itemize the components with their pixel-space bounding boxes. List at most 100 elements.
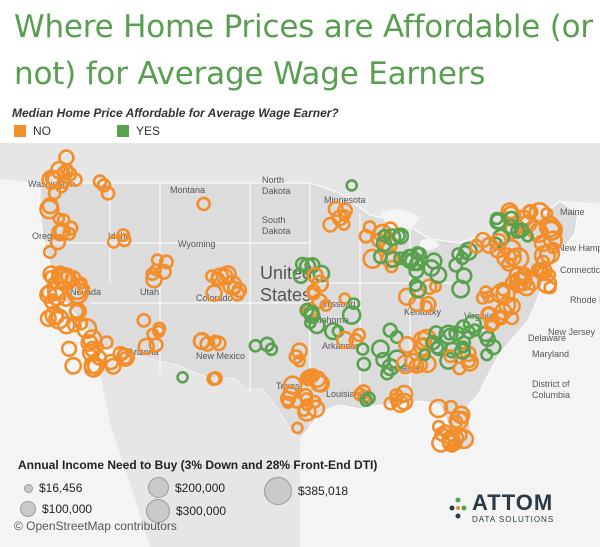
marker-no[interactable] [74,316,89,331]
marker-no[interactable] [307,394,322,409]
marker-yes[interactable] [455,267,473,285]
marker-no[interactable] [206,371,221,387]
marker-no[interactable] [66,282,89,305]
marker-no[interactable] [218,265,237,284]
marker-yes[interactable] [345,179,359,192]
legend-item-no[interactable]: NO [14,124,51,138]
marker-yes[interactable] [248,338,263,353]
marker-no[interactable] [52,212,66,225]
marker-yes[interactable] [383,228,402,247]
marker-no[interactable] [64,356,83,375]
marker-no[interactable] [60,340,78,358]
marker-yes[interactable] [303,307,321,325]
marker-yes[interactable] [356,356,372,372]
marker-yes[interactable] [428,325,445,341]
marker-no[interactable] [44,269,59,285]
marker-no[interactable] [485,316,501,331]
marker-no[interactable] [495,283,516,305]
marker-no[interactable] [51,223,69,242]
marker-yes[interactable] [456,340,470,354]
marker-no[interactable] [292,354,307,368]
marker-yes[interactable] [462,314,483,334]
marker-no[interactable] [408,357,425,374]
marker-no[interactable] [49,233,67,251]
marker-yes[interactable] [409,255,426,272]
marker-no[interactable] [50,265,70,285]
marker-no[interactable] [428,398,449,419]
marker-yes[interactable] [370,339,390,359]
marker-yes[interactable] [355,342,370,356]
marker-no[interactable] [338,209,351,222]
marker-no[interactable] [309,374,328,393]
marker-no[interactable] [226,280,242,296]
marker-no[interactable] [412,330,433,351]
marker-no[interactable] [158,254,174,270]
marker-no[interactable] [42,245,57,260]
marker-yes[interactable] [341,305,362,325]
marker-no[interactable] [536,273,558,294]
marker-yes[interactable] [485,339,502,356]
marker-no[interactable] [192,331,212,351]
marker-no[interactable] [39,199,60,220]
marker-no[interactable] [443,399,459,415]
marker-no[interactable] [281,395,295,409]
marker-no[interactable] [39,309,57,327]
marker-yes[interactable] [377,228,392,243]
marker-no[interactable] [196,196,211,212]
marker-yes[interactable] [503,218,520,235]
marker-no[interactable] [538,215,561,238]
marker-yes[interactable] [410,246,425,261]
marker-no[interactable] [136,312,152,328]
marker-yes[interactable] [408,278,423,292]
marker-no[interactable] [351,327,367,343]
marker-no[interactable] [300,398,314,412]
marker-yes[interactable] [304,257,321,274]
marker-yes[interactable] [264,342,279,357]
marker-no[interactable] [338,292,352,305]
legend-item-yes[interactable]: YES [117,124,160,138]
marker-yes[interactable] [430,340,445,355]
marker-yes[interactable] [362,391,376,405]
marker-no[interactable] [69,303,85,319]
marker-no[interactable] [205,284,223,302]
marker-no[interactable] [474,231,492,249]
marker-yes[interactable] [442,327,456,341]
marker-no[interactable] [44,293,61,311]
marker-yes[interactable] [422,259,441,277]
marker-yes[interactable] [392,228,407,243]
marker-yes[interactable] [521,230,534,243]
marker-no[interactable] [145,266,160,282]
marker-no[interactable] [441,434,460,453]
marker-no[interactable] [306,267,324,285]
map-canvas[interactable]: Washington Oregon Idaho Montana Wyoming North… [0,143,600,547]
marker-no[interactable] [96,178,112,193]
marker-no[interactable] [391,394,410,414]
marker-no[interactable] [310,274,330,293]
marker-yes[interactable] [347,297,361,310]
marker-yes[interactable] [380,366,395,381]
marker-yes[interactable] [382,322,398,338]
marker-no[interactable] [451,405,471,425]
marker-yes[interactable] [418,348,432,362]
marker-no[interactable] [453,427,468,443]
marker-no[interactable] [102,353,120,371]
marker-yes[interactable] [408,280,427,299]
marker-yes[interactable] [400,248,421,269]
marker-no[interactable] [302,373,316,387]
marker-no[interactable] [536,266,551,281]
marker-no[interactable] [283,375,303,395]
marker-no[interactable] [498,295,517,314]
affordability-markers[interactable] [39,149,564,453]
marker-no[interactable] [80,333,99,352]
marker-no[interactable] [137,337,156,356]
marker-no[interactable] [83,356,102,375]
marker-no[interactable] [67,317,82,333]
marker-yes[interactable] [453,342,471,360]
marker-no[interactable] [145,270,163,289]
marker-no[interactable] [319,298,333,312]
marker-no[interactable] [291,421,304,435]
marker-no[interactable] [61,166,78,182]
marker-no[interactable] [116,228,131,243]
marker-no[interactable] [117,347,130,360]
marker-yes[interactable] [176,371,189,384]
